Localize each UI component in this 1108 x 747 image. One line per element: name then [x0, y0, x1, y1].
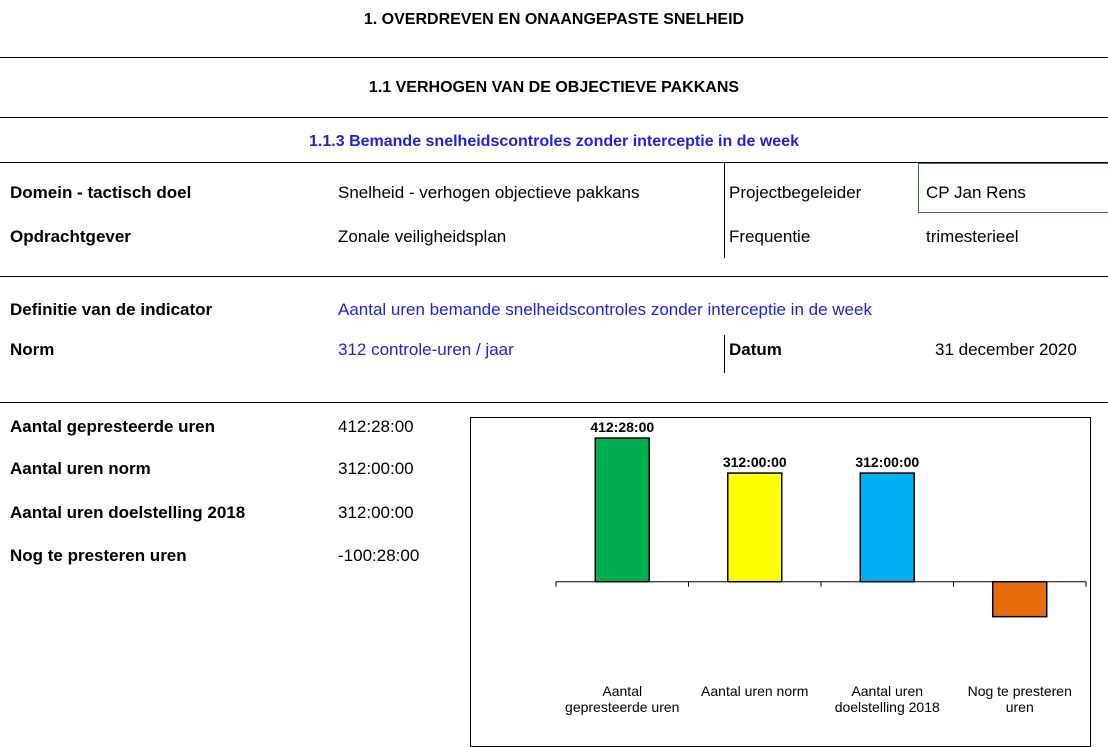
label: Definitie van de indicator [10, 300, 213, 319]
category-label: Nog te presteren uren [967, 683, 1072, 715]
data-label: 312:00:00 [855, 454, 919, 470]
title: 1. OVERDREVEN EN ONAANGEPASTE SNELHEID [363, 11, 745, 28]
bar [859, 472, 915, 583]
value: 312 controle-uren / jaar [338, 340, 514, 359]
label: Nog te presteren uren [10, 546, 187, 565]
label: Aantal gepresteerde uren [10, 417, 216, 436]
category-label: Aantal uren doelstelling 2018 [834, 683, 940, 715]
bar [594, 437, 650, 583]
label: Opdrachtgever [10, 227, 131, 246]
selected-cell[interactable] [918, 163, 1108, 213]
rule [0, 276, 1108, 277]
category-label: Aantal uren norm [701, 683, 809, 699]
value: -100:28:00 [338, 546, 420, 565]
value: Snelheid - verhogen objectieve pakkans [338, 183, 640, 202]
value: 412:28:00 [338, 417, 414, 436]
value: Zonale veiligheidsplan [338, 227, 507, 246]
divider [724, 335, 725, 373]
label: Datum [729, 340, 782, 359]
label: Norm [10, 340, 55, 359]
label: Projectbegeleider [729, 183, 862, 202]
section-title: 1.1.3 Bemande snelheidscontroles zonder … [309, 133, 799, 150]
bar [992, 580, 1048, 618]
data-label: 412:28:00 [590, 419, 654, 435]
rule [0, 117, 1108, 118]
subtitle: 1.1 VERHOGEN VAN DE OBJECTIEVE PAKKANS [368, 79, 740, 96]
value: 31 december 2020 [935, 340, 1077, 359]
value: 312:00:00 [338, 503, 414, 522]
category-label: Aantal gepresteerde uren [565, 683, 680, 715]
value: Aantal uren bemande snelheidscontroles z… [338, 300, 872, 319]
label: Frequentie [729, 227, 811, 246]
chart-svg: 412:28:00 312:00:00 312:00:00 [555, 419, 1087, 618]
bar [727, 472, 783, 583]
label: Aantal uren norm [10, 459, 151, 478]
value: CP Jan Rens [926, 183, 1026, 202]
rule [0, 402, 1108, 403]
rule [0, 57, 1108, 58]
rule [0, 162, 1108, 163]
value: trimesterieel [926, 227, 1019, 246]
label: Aantal uren doelstelling 2018 [10, 503, 246, 522]
label: Domein - tactisch doel [10, 183, 192, 202]
chart: 412:28:00 312:00:00 312:00:00 Aantal gepre… [470, 417, 1091, 747]
divider [724, 163, 725, 258]
value: 312:00:00 [338, 459, 414, 478]
data-label: 312:00:00 [723, 454, 787, 470]
